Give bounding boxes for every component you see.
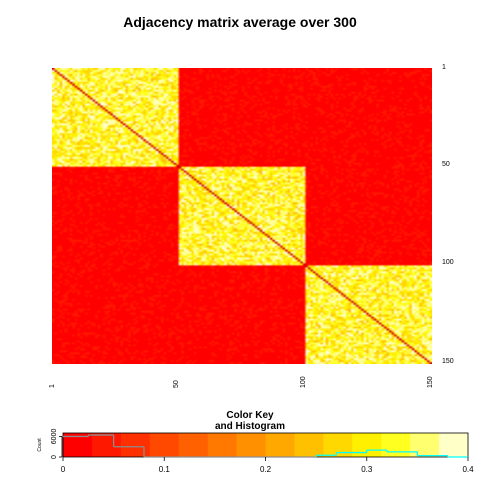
- color-key-y-tick-label: 0: [51, 455, 58, 459]
- color-key: 0 0.1 0.2 0.3 0.4 0 6000 Count: [37, 429, 474, 474]
- color-key-swatch: [323, 433, 353, 457]
- color-key-swatch: [294, 433, 324, 457]
- color-key-swatch: [207, 433, 238, 457]
- chart-title: Adjacency matrix average over 300: [123, 14, 357, 30]
- color-key-x-tick-label: 0.1: [159, 465, 171, 474]
- color-key-y-label: Count: [37, 438, 43, 452]
- color-key-title-line1: Color Key: [226, 410, 274, 421]
- color-key-swatch: [149, 433, 180, 457]
- color-key-swatch: [120, 433, 151, 457]
- color-key-x-tick-label: 0.2: [260, 465, 272, 474]
- color-key-title-line2: and Histogram: [214, 421, 285, 432]
- row-tick-label: 100: [442, 259, 454, 267]
- color-key-x-tick-label: 0: [61, 465, 66, 474]
- col-tick-label: 100: [300, 376, 308, 388]
- heatmap-canvas: [52, 68, 432, 364]
- color-key-y-tick-label: 6000: [51, 429, 58, 445]
- color-key-swatch: [352, 433, 382, 457]
- color-key-x-tick-label: 0.4: [462, 465, 474, 474]
- color-key-swatch: [178, 433, 209, 457]
- col-tick-label: 50: [173, 380, 181, 388]
- color-key-swatch: [265, 433, 295, 457]
- row-tick-label: 1: [442, 63, 446, 71]
- color-key-swatch: [439, 433, 469, 457]
- color-key-swatch: [410, 433, 440, 457]
- row-tick-label: 150: [442, 358, 454, 365]
- col-tick-label: 150: [426, 376, 434, 388]
- color-key-swatch: [91, 433, 122, 457]
- col-tick-label: 1: [49, 384, 57, 388]
- color-key-swatch: [381, 433, 411, 457]
- color-key-title: Color Key and Histogram: [200, 410, 300, 432]
- color-key-x-tick-label: 0.3: [361, 465, 373, 474]
- color-key-swatch: [236, 433, 266, 457]
- row-tick-label: 50: [442, 160, 450, 168]
